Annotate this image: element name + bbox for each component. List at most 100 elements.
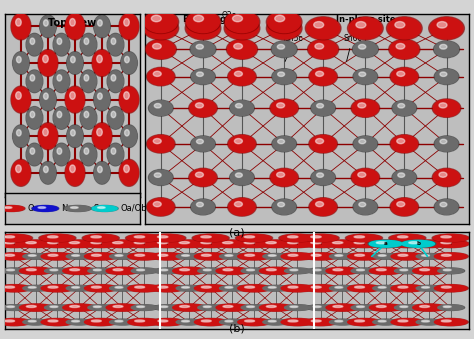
- Circle shape: [391, 253, 424, 260]
- Circle shape: [65, 285, 93, 291]
- Circle shape: [47, 242, 58, 244]
- Circle shape: [65, 86, 85, 113]
- Circle shape: [189, 99, 217, 117]
- Circle shape: [16, 92, 21, 99]
- Circle shape: [397, 202, 405, 207]
- Circle shape: [196, 44, 203, 49]
- Circle shape: [173, 267, 205, 274]
- Circle shape: [66, 87, 84, 112]
- Circle shape: [308, 305, 333, 310]
- Circle shape: [94, 161, 110, 184]
- Circle shape: [111, 75, 116, 81]
- Circle shape: [372, 319, 400, 325]
- Circle shape: [392, 100, 417, 116]
- Circle shape: [434, 68, 459, 85]
- Text: b: b: [416, 241, 420, 246]
- Circle shape: [329, 285, 355, 291]
- Circle shape: [1, 268, 27, 274]
- Circle shape: [146, 40, 175, 59]
- Circle shape: [40, 161, 56, 184]
- Circle shape: [38, 49, 58, 77]
- Circle shape: [154, 173, 161, 177]
- Circle shape: [121, 125, 137, 147]
- Circle shape: [352, 169, 379, 186]
- Circle shape: [308, 268, 333, 274]
- Text: Top view: Top view: [48, 18, 96, 28]
- Circle shape: [7, 306, 14, 307]
- Circle shape: [305, 17, 341, 40]
- Circle shape: [393, 305, 421, 311]
- Circle shape: [131, 305, 157, 310]
- Circle shape: [98, 93, 102, 99]
- Circle shape: [121, 53, 137, 74]
- Circle shape: [189, 168, 217, 187]
- Circle shape: [275, 22, 285, 28]
- Circle shape: [191, 200, 214, 214]
- Circle shape: [311, 242, 321, 244]
- Circle shape: [244, 236, 255, 238]
- Circle shape: [54, 107, 69, 128]
- Circle shape: [17, 129, 21, 136]
- Text: Sn6c: Sn6c: [343, 34, 362, 61]
- Circle shape: [135, 286, 145, 288]
- Circle shape: [435, 200, 458, 214]
- Circle shape: [268, 320, 276, 322]
- Circle shape: [259, 267, 292, 274]
- Circle shape: [148, 170, 173, 185]
- Circle shape: [94, 88, 110, 111]
- Circle shape: [39, 240, 76, 248]
- Circle shape: [419, 305, 429, 307]
- Circle shape: [97, 55, 102, 63]
- Circle shape: [201, 286, 211, 288]
- Circle shape: [33, 206, 58, 211]
- Circle shape: [333, 305, 343, 307]
- Circle shape: [4, 236, 15, 238]
- Circle shape: [268, 286, 276, 288]
- Circle shape: [233, 15, 243, 22]
- Circle shape: [193, 15, 203, 22]
- Circle shape: [359, 139, 366, 144]
- Circle shape: [368, 267, 403, 275]
- Circle shape: [284, 268, 310, 274]
- Circle shape: [94, 89, 109, 110]
- Circle shape: [13, 125, 29, 147]
- Circle shape: [16, 165, 21, 173]
- Circle shape: [27, 71, 42, 92]
- Circle shape: [106, 267, 139, 274]
- Circle shape: [40, 240, 74, 247]
- Circle shape: [229, 170, 255, 185]
- Circle shape: [354, 137, 377, 151]
- Circle shape: [87, 305, 115, 311]
- Circle shape: [187, 18, 219, 39]
- Circle shape: [355, 286, 365, 288]
- Circle shape: [150, 318, 185, 326]
- Circle shape: [224, 17, 260, 40]
- Circle shape: [411, 267, 447, 275]
- Circle shape: [229, 198, 255, 215]
- Circle shape: [0, 234, 33, 242]
- Circle shape: [124, 92, 129, 99]
- Text: O: O: [27, 204, 34, 213]
- Circle shape: [105, 240, 139, 247]
- Circle shape: [120, 160, 138, 185]
- Circle shape: [91, 320, 101, 322]
- Circle shape: [353, 68, 378, 85]
- Circle shape: [1, 305, 27, 310]
- Circle shape: [40, 162, 55, 183]
- Circle shape: [19, 267, 52, 274]
- Circle shape: [67, 52, 83, 74]
- Circle shape: [358, 44, 366, 49]
- Circle shape: [393, 170, 416, 185]
- Circle shape: [72, 286, 80, 288]
- Circle shape: [81, 34, 96, 55]
- Circle shape: [197, 202, 203, 207]
- Circle shape: [203, 269, 211, 271]
- Circle shape: [155, 268, 180, 274]
- Circle shape: [40, 284, 75, 292]
- Circle shape: [180, 305, 190, 307]
- Circle shape: [127, 284, 162, 292]
- Circle shape: [134, 242, 145, 244]
- Circle shape: [354, 242, 365, 244]
- Circle shape: [18, 240, 53, 247]
- Circle shape: [65, 13, 85, 40]
